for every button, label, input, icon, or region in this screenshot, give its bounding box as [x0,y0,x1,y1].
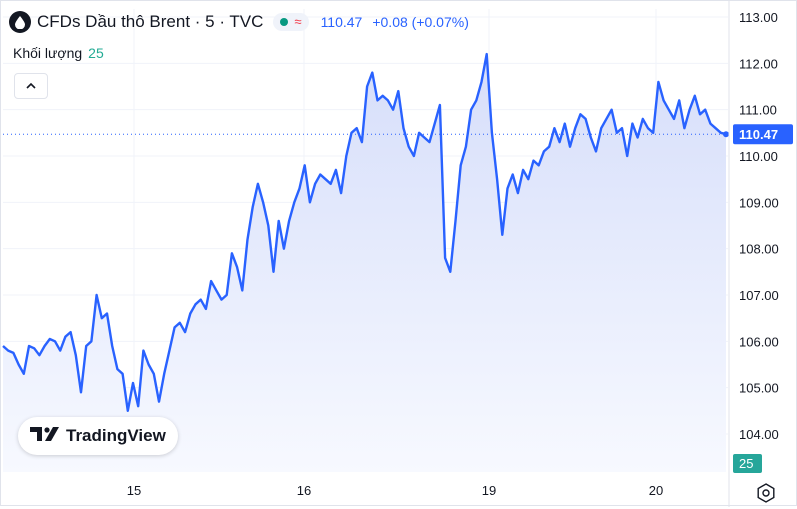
volume-badge-label: 25 [739,456,753,471]
x-tick-label: 19 [482,483,496,498]
market-status-pill[interactable]: ≈ [273,13,309,31]
tradingview-logo-icon [30,426,60,447]
chart-legend-header: CFDs Dầu thô Brent · 5 · TVC ≈ 110.47 +0… [9,11,469,33]
y-tick-label: 111.00 [739,103,777,118]
price-change: +0.08 (+0.07%) [372,14,469,30]
volume-label: Khối lượng [13,45,83,61]
volume-value: 25 [88,45,104,61]
volume-legend: Khối lượng 25 [13,45,104,61]
price-line [2,52,727,412]
x-tick-label: 20 [649,483,663,498]
last-point-marker [723,131,729,138]
wave-icon: ≈ [294,14,302,29]
chevron-up-icon [25,77,37,95]
y-tick-label: 112.00 [739,56,778,71]
y-tick-label: 110.00 [739,149,778,164]
x-tick-label: 16 [297,483,311,498]
collapse-legend-button[interactable] [14,73,48,99]
market-open-dot-icon [280,18,289,26]
tradingview-brand: TradingView [66,426,166,445]
volume-badge [733,454,762,473]
y-tick-label: 106.00 [739,334,779,349]
y-tick-label: 113.00 [739,10,778,25]
symbol-title[interactable]: CFDs Dầu thô Brent · 5 · TVC [37,12,264,31]
last-price-badge [733,124,793,145]
y-tick-label: 108.00 [739,242,779,257]
settings-gear-icon[interactable] [755,482,777,504]
y-tick-label: 105.00 [739,381,779,396]
last-price: 110.47 [320,14,363,30]
y-tick-label: 107.00 [739,288,779,303]
y-tick-label: 109.00 [739,195,779,210]
x-tick-label: 15 [127,483,141,498]
y-tick-label: 104.00 [739,427,779,442]
tradingview-watermark[interactable]: TradingView [18,417,178,455]
last-price-label: 110.47 [739,127,778,142]
brent-logo-icon [9,11,31,33]
price-area [3,54,726,472]
